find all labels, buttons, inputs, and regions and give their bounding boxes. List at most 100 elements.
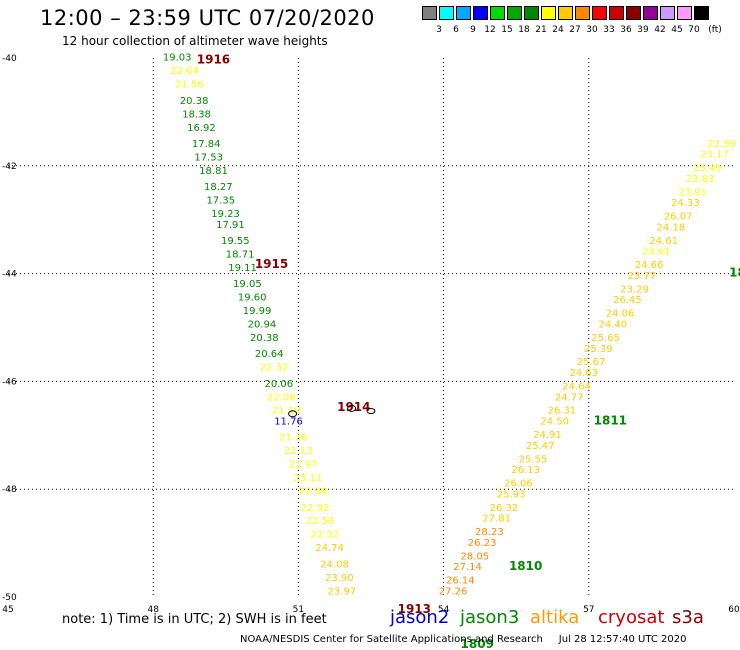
data-point-label: 26.32 — [490, 503, 519, 514]
data-point-label: 18.81 — [199, 166, 228, 177]
scale-swatch — [694, 6, 709, 20]
data-point-label: 22.32 — [260, 363, 289, 374]
data-point-label: 26.14 — [446, 576, 475, 587]
chart-subtitle: 12 hour collection of altimeter wave hei… — [62, 34, 328, 48]
data-point-label: 24.61 — [649, 236, 678, 247]
data-point-label: 23.97 — [327, 586, 356, 597]
scale-label: 9 — [470, 25, 476, 35]
y-tick-label: -44 — [2, 270, 17, 280]
data-point-label: 23.83 — [686, 174, 715, 185]
data-point-label: 25.67 — [577, 357, 606, 368]
x-tick-label: 45 — [2, 605, 13, 615]
time-label: 1913 — [398, 602, 431, 616]
scale-swatch — [473, 6, 488, 20]
time-label: 1915 — [255, 257, 288, 271]
scale-swatch — [524, 6, 539, 20]
scale-swatch — [643, 6, 658, 20]
scale-swatch — [456, 6, 471, 20]
data-point-label: 26.45 — [613, 295, 642, 306]
data-point-label: 23.77 — [628, 271, 657, 282]
scale-label: 70 — [688, 25, 700, 35]
data-point-label: 26.90 — [402, 646, 431, 650]
data-point-label: 19.60 — [238, 293, 267, 304]
data-point-label: 24.50 — [540, 417, 569, 428]
scale-swatch — [592, 6, 607, 20]
data-point-label: 26.23 — [468, 538, 497, 549]
data-point-label: 18.71 — [226, 249, 255, 260]
scale-label: 18 — [518, 25, 530, 35]
data-point-label: 27.26 — [439, 586, 468, 597]
data-point-label: 23.90 — [325, 573, 354, 584]
time-label: 1811 — [594, 414, 627, 428]
scale-label: 3 — [436, 25, 442, 35]
data-point-label: 24.06 — [606, 309, 635, 320]
island-outline — [347, 404, 357, 412]
scale-label: 45 — [671, 25, 683, 35]
data-point-label: 24.91 — [533, 430, 562, 441]
data-point-label: 19.99 — [243, 306, 272, 317]
scale-label: 24 — [552, 25, 564, 35]
y-tick-label: -48 — [2, 485, 17, 495]
scale-label: 27 — [569, 25, 581, 35]
data-point-label: 22.08 — [267, 392, 296, 403]
scale-unit: (ft) — [708, 25, 722, 35]
data-point-label: 24.66 — [635, 260, 664, 271]
data-point-label: 24.74 — [315, 543, 344, 554]
scale-swatch — [677, 6, 692, 20]
data-point-label: 19.55 — [221, 236, 250, 247]
data-point-label: 24.18 — [657, 222, 686, 233]
data-point-label: 23.49 — [693, 163, 722, 174]
satellite-name: jason3 — [460, 607, 520, 628]
satellite-name: s3a — [672, 607, 704, 628]
data-point-label: 21.56 — [175, 80, 204, 91]
scale-label: 21 — [535, 25, 547, 35]
scale-label: 33 — [603, 25, 615, 35]
satellite-name: jason2 — [390, 607, 450, 628]
data-point-label: 20.38 — [250, 333, 279, 344]
data-point-label: 26.07 — [664, 212, 693, 223]
satellite-name: altika — [530, 607, 580, 628]
data-point-label: 28.05 — [461, 551, 490, 562]
data-point-label: 24.77 — [555, 392, 584, 403]
data-point-label: 21.36 — [279, 433, 308, 444]
credit-timestamp: Jul 28 12:57:40 UTC 2020 — [558, 634, 687, 645]
data-point-label: 19.03 — [163, 53, 192, 64]
time-label: 1809 — [461, 637, 494, 650]
scale-label: 6 — [453, 25, 459, 35]
time-label: 1812 — [729, 265, 740, 279]
data-point-label: 18.38 — [182, 109, 211, 120]
data-point-label: 23.29 — [620, 284, 649, 295]
scale-label: 12 — [484, 25, 496, 35]
scale-label: 15 — [501, 25, 513, 35]
data-point-label: 18.27 — [204, 182, 233, 193]
credit-text: NOAA/NESDIS Center for Satellite Applica… — [240, 634, 543, 645]
data-point-label: 22.92 — [301, 503, 330, 514]
data-point-label: 21.97 — [289, 460, 318, 471]
scale-swatch — [660, 6, 675, 20]
data-point-label: 28.23 — [475, 527, 504, 538]
scale-swatch — [558, 6, 573, 20]
scale-swatch — [439, 6, 454, 20]
data-point-label: 27.14 — [453, 562, 482, 573]
data-point-label: 17.84 — [192, 139, 221, 150]
data-point-label: 27.92 — [432, 600, 461, 611]
data-point-label: 24.64 — [562, 381, 591, 392]
data-point-label: 24.08 — [320, 559, 349, 570]
data-point-label: 19.05 — [233, 279, 262, 290]
data-point-label: 22.32 — [311, 530, 340, 541]
island-outline — [366, 408, 376, 415]
data-point-label: 25.47 — [526, 441, 555, 452]
data-point-label: 20.94 — [248, 320, 277, 331]
scale-swatch — [575, 6, 590, 20]
data-point-label: 24.63 — [569, 368, 598, 379]
time-label: 1916 — [197, 52, 230, 66]
data-point-label: 22.08 — [298, 487, 327, 498]
data-point-label: 24.40 — [598, 320, 627, 331]
data-point-label: 22.64 — [170, 66, 199, 77]
y-tick-label: -40 — [2, 54, 17, 64]
data-point-label: 17.53 — [194, 152, 223, 163]
data-point-label: 26.13 — [511, 465, 540, 476]
data-point-label: 17.91 — [216, 220, 245, 231]
footer-note: note: 1) Time is in UTC; 2) SWH is in fe… — [62, 612, 327, 627]
